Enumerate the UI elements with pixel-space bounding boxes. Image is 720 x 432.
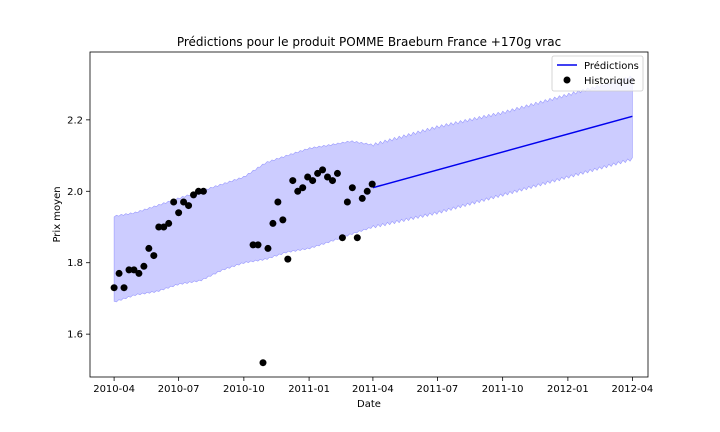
x-tick-label: 2011-07 — [417, 384, 459, 395]
y-tick-label: 1.6 — [67, 330, 83, 341]
history-point — [155, 223, 163, 231]
history-point — [314, 169, 322, 177]
legend: Prédictions Historique — [551, 55, 644, 92]
history-point — [170, 198, 178, 206]
history-point — [294, 187, 302, 195]
history-point — [110, 284, 118, 292]
history-point — [125, 266, 133, 274]
legend-point-swatch — [563, 76, 571, 84]
x-tick-label: 2010-04 — [93, 384, 135, 395]
x-tick-label: 2011-01 — [288, 384, 330, 395]
history-point — [368, 180, 376, 188]
history-series — [110, 166, 376, 367]
history-point — [140, 262, 148, 270]
history-point — [165, 219, 173, 227]
history-point — [348, 184, 356, 192]
history-point — [299, 184, 307, 192]
history-point — [304, 173, 312, 181]
history-point — [353, 234, 361, 242]
history-point — [363, 187, 371, 195]
history-point — [343, 198, 351, 206]
history-point — [185, 202, 193, 210]
plot-frame — [89, 51, 649, 378]
x-tick-label: 2010-07 — [158, 384, 200, 395]
history-point — [358, 194, 366, 202]
confidence-band — [113, 75, 633, 303]
history-point — [284, 255, 292, 263]
history-point — [333, 169, 341, 177]
history-point — [328, 177, 336, 185]
x-axis: 2010-04 2010-07 2010-10 2011-01 2011-04 2011-… — [93, 377, 653, 395]
confidence-band-area — [113, 75, 633, 303]
history-point — [264, 244, 272, 252]
history-point — [194, 187, 202, 195]
history-point — [249, 241, 257, 249]
history-point — [175, 209, 183, 217]
history-point — [338, 234, 346, 242]
history-point — [130, 266, 138, 274]
prediction-series — [372, 115, 633, 189]
history-point — [279, 216, 287, 224]
history-point — [120, 284, 128, 292]
y-tick-label: 2.2 — [67, 115, 83, 126]
x-tick-label: 2012-04 — [612, 384, 654, 395]
chart-title: Prédictions pour le produit POMME Braebu… — [177, 35, 561, 49]
history-point — [259, 359, 267, 367]
y-axis-label: Prix moyen — [52, 186, 63, 242]
y-tick-label: 2.0 — [67, 187, 83, 198]
plot-area — [89, 51, 649, 378]
x-tick-label: 2011-04 — [352, 384, 394, 395]
history-point — [309, 177, 317, 185]
history-point — [145, 244, 153, 252]
legend-label-history: Historique — [584, 76, 635, 87]
y-axis: 1.6 1.8 2.0 2.2 — [67, 115, 90, 341]
history-point — [269, 219, 277, 227]
y-tick-label: 1.8 — [67, 258, 83, 269]
x-axis-label: Date — [357, 399, 381, 410]
history-point — [199, 187, 207, 195]
prediction-line — [372, 115, 633, 189]
history-point — [324, 173, 332, 181]
history-point — [115, 269, 123, 277]
history-point — [190, 191, 198, 199]
history-point — [289, 177, 297, 185]
history-point — [274, 198, 282, 206]
x-tick-label: 2010-10 — [223, 384, 265, 395]
history-point — [160, 223, 168, 231]
x-tick-label: 2012-01 — [547, 384, 589, 395]
legend-label-predictions: Prédictions — [584, 60, 639, 72]
history-point — [254, 241, 262, 249]
history-point — [319, 166, 327, 174]
history-point — [135, 269, 143, 277]
history-point — [180, 198, 188, 206]
history-point — [150, 252, 158, 260]
x-tick-label: 2011-10 — [482, 384, 524, 395]
